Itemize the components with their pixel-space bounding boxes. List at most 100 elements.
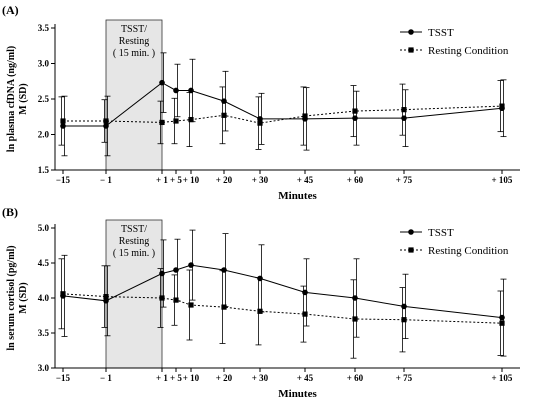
x-tick-label: + 20 <box>216 175 233 185</box>
x-tick-label: + 20 <box>216 373 233 383</box>
data-point <box>188 87 194 94</box>
x-tick-label: + 105 <box>492 175 513 185</box>
data-point <box>159 119 165 126</box>
series-resting <box>58 258 505 359</box>
x-tick-label: + 1 <box>156 373 168 383</box>
data-point <box>352 108 358 114</box>
x-tick-label: + 5 <box>170 175 182 185</box>
x-tick-label: + 30 <box>252 373 269 383</box>
y-axis-title-line2: M (SD) <box>18 282 29 313</box>
data-point <box>159 79 165 86</box>
x-tick-label: + 30 <box>252 175 269 185</box>
data-point <box>173 118 179 124</box>
y-tick-label: 2.5 <box>38 94 50 104</box>
x-tick-label: −15 <box>56 373 71 383</box>
data-point <box>103 294 109 300</box>
chart-panel-b: (B) TSST/Resting( 15 min. ) 3.0 3.5 4.0 4.5 5.… <box>2 205 520 400</box>
x-tick-label: + 5 <box>170 373 182 383</box>
data-point <box>499 320 505 326</box>
data-point <box>188 302 194 308</box>
y-tick-label: 3.5 <box>38 23 50 33</box>
x-tick-label: + 60 <box>347 373 364 383</box>
data-point <box>221 304 227 310</box>
x-axis-title: Minutes <box>278 388 317 400</box>
x-axis-title: Minutes <box>278 190 317 202</box>
stress-period-box <box>105 19 163 171</box>
stress-box-label-line3: ( 15 min. ) <box>113 48 155 59</box>
y-tick-label: 5.0 <box>38 223 50 233</box>
data-point <box>103 118 109 124</box>
data-point <box>401 107 407 113</box>
x-tick-label: + 75 <box>396 175 413 185</box>
x-tick-label: + 60 <box>347 175 364 185</box>
x-tick-label: + 45 <box>297 175 314 185</box>
stress-box-label-line1: TSST/ <box>121 224 147 235</box>
series-tsst <box>60 229 507 357</box>
data-point <box>159 295 165 301</box>
x-tick-label: + 75 <box>396 373 413 383</box>
data-point <box>257 308 263 314</box>
y-tick-label: 3.0 <box>38 363 50 373</box>
data-point <box>221 267 227 273</box>
data-point <box>173 87 179 94</box>
stress-period-box <box>105 219 163 369</box>
legend-label: TSST <box>428 27 454 39</box>
x-tick-label: + 45 <box>297 373 314 383</box>
data-point <box>60 118 66 124</box>
y-tick-label: 4.0 <box>38 293 50 303</box>
x-tick-label: − 1 <box>100 373 112 383</box>
y-tick-label: 3.5 <box>38 328 50 338</box>
x-tick-label: + 10 <box>183 373 200 383</box>
data-point <box>352 316 358 322</box>
x-tick-label: −15 <box>56 175 71 185</box>
data-point <box>302 311 308 317</box>
data-point <box>302 289 308 296</box>
data-point <box>499 314 505 321</box>
series-line <box>62 293 503 324</box>
legend-label: TSST <box>428 227 454 239</box>
data-point <box>401 303 407 310</box>
stress-box-label-line2: Resting <box>119 236 150 247</box>
data-point <box>257 120 263 126</box>
data-point <box>401 317 407 323</box>
data-point <box>60 291 66 297</box>
legend-marker <box>408 229 414 235</box>
data-point <box>401 115 407 121</box>
legend-marker <box>408 47 414 53</box>
x-tick-label: + 10 <box>183 175 200 185</box>
y-axis-title-line1: ln plasma cfDNA (ng/ml) <box>6 46 17 152</box>
data-point <box>103 123 109 129</box>
data-point <box>159 270 165 277</box>
x-tick-label: − 1 <box>100 175 112 185</box>
data-point <box>60 123 66 129</box>
data-point <box>352 295 358 301</box>
y-axis-title-line1: ln serum cortisol (pg/ml) <box>6 245 17 350</box>
legend-marker <box>408 247 414 253</box>
data-point <box>173 267 179 273</box>
chart-panel-a: (A) TSST/Resting( 15 min. ) 1.5 2.0 2.5 3.0 3.… <box>2 3 520 202</box>
y-tick-label: 2.0 <box>38 130 50 140</box>
stress-box-label-line1: TSST/ <box>121 24 147 35</box>
data-point <box>221 98 227 104</box>
series-resting <box>58 80 505 150</box>
data-point <box>188 262 194 268</box>
panel-label: (B) <box>2 205 18 219</box>
data-point <box>352 115 358 121</box>
data-point <box>173 297 179 303</box>
y-axis-title-line2: M (SD) <box>18 83 29 114</box>
legend-label: Resting Condition <box>428 45 509 57</box>
data-point <box>257 275 263 282</box>
x-tick-label: + 1 <box>156 175 168 185</box>
y-tick-label: 3.0 <box>38 59 50 69</box>
stress-box-label-line3: ( 15 min. ) <box>113 248 155 259</box>
legend-label: Resting Condition <box>428 245 509 257</box>
data-point <box>499 103 505 109</box>
stress-box-label-line2: Resting <box>119 36 150 47</box>
panel-label: (A) <box>2 3 19 17</box>
y-tick-label: 4.5 <box>38 258 50 268</box>
x-tick-label: + 105 <box>492 373 513 383</box>
data-point <box>221 112 227 118</box>
legend-marker <box>408 29 414 35</box>
y-tick-label: 1.5 <box>38 165 50 175</box>
